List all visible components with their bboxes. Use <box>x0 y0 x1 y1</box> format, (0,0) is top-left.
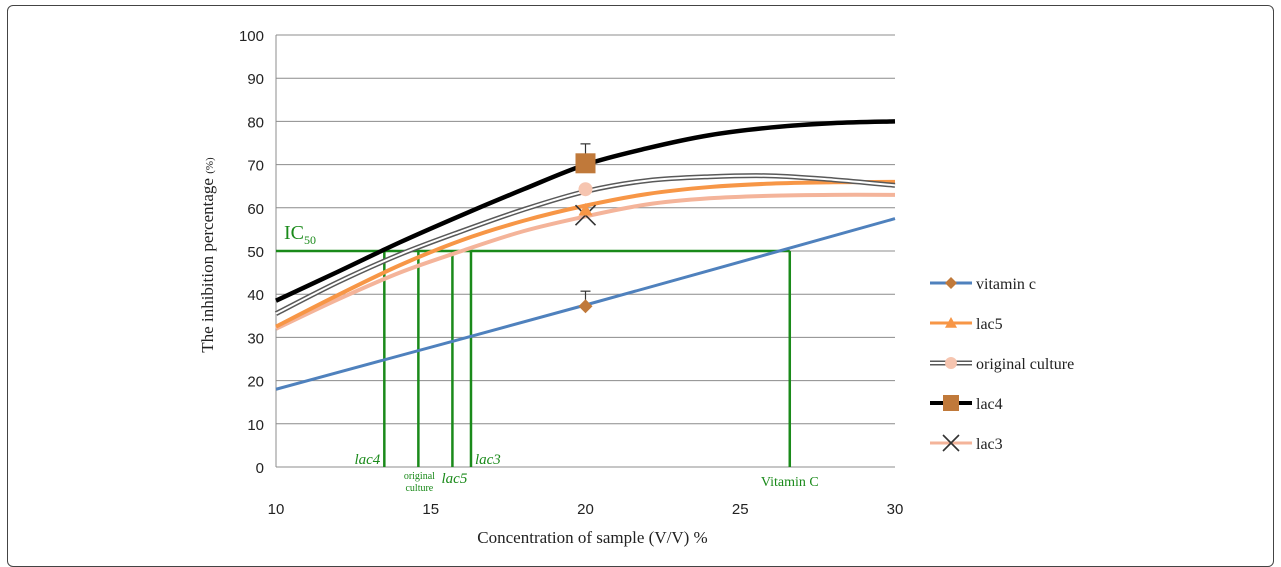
legend-marker <box>945 357 957 369</box>
y-tick-label: 70 <box>247 158 264 175</box>
legend-label: vitamin c <box>976 276 1036 293</box>
legend-label: lac3 <box>976 436 1003 453</box>
y-tick-label: 30 <box>247 330 264 347</box>
legend-label: original culture <box>976 356 1074 373</box>
legend-marker <box>945 277 957 289</box>
y-tick-label: 20 <box>247 374 264 391</box>
x-tick-label: 15 <box>422 501 439 518</box>
y-tick-label: 40 <box>247 287 264 304</box>
legend-marker <box>942 434 960 452</box>
legend-marker <box>945 317 957 328</box>
series-line-lac3 <box>275 192 896 331</box>
x-tick-label: 25 <box>732 501 749 518</box>
data-point-original-culture <box>578 182 593 197</box>
y-axis-title: The inhibition percentage (%) <box>198 157 217 353</box>
y-tick-label: 100 <box>239 28 264 45</box>
ic50-line-label: Vitamin C <box>761 475 819 490</box>
ic50-label: IC50 <box>284 222 316 247</box>
ic50-line-label: lac4 <box>354 452 380 468</box>
legend-label: lac5 <box>976 316 1003 333</box>
data-point-vitamin-c <box>578 299 593 314</box>
x-tick-label: 30 <box>887 501 904 518</box>
x-axis-title: Concentration of sample (V/V) % <box>477 528 707 547</box>
data-point-lac5 <box>578 202 593 216</box>
x-tick-label: 10 <box>268 501 285 518</box>
ic50-line-label: lac5 <box>442 471 468 487</box>
y-tick-label: 10 <box>247 417 264 434</box>
x-tick-label: 20 <box>577 501 594 518</box>
ic50-line-label: lac3 <box>475 452 501 468</box>
series-line-original-culture-inner <box>275 174 896 315</box>
y-tick-label: 90 <box>247 71 264 88</box>
ic50-chart: 0 10 20 30 40 50 60 70 80 90 100 10 15 20 25 30 Concentr… <box>198 28 1074 547</box>
y-tick-label: 50 <box>247 244 264 261</box>
data-point-lac4 <box>575 153 596 174</box>
y-tick-label: 60 <box>247 201 264 218</box>
legend-label: lac4 <box>976 396 1003 413</box>
ic50-line-label: culture <box>405 483 433 494</box>
figure-frame <box>7 5 1274 567</box>
y-tick-label: 0 <box>256 460 264 477</box>
y-tick-label: 80 <box>247 114 264 131</box>
legend-marker <box>943 395 959 411</box>
ic50-line-label: original <box>404 471 435 482</box>
